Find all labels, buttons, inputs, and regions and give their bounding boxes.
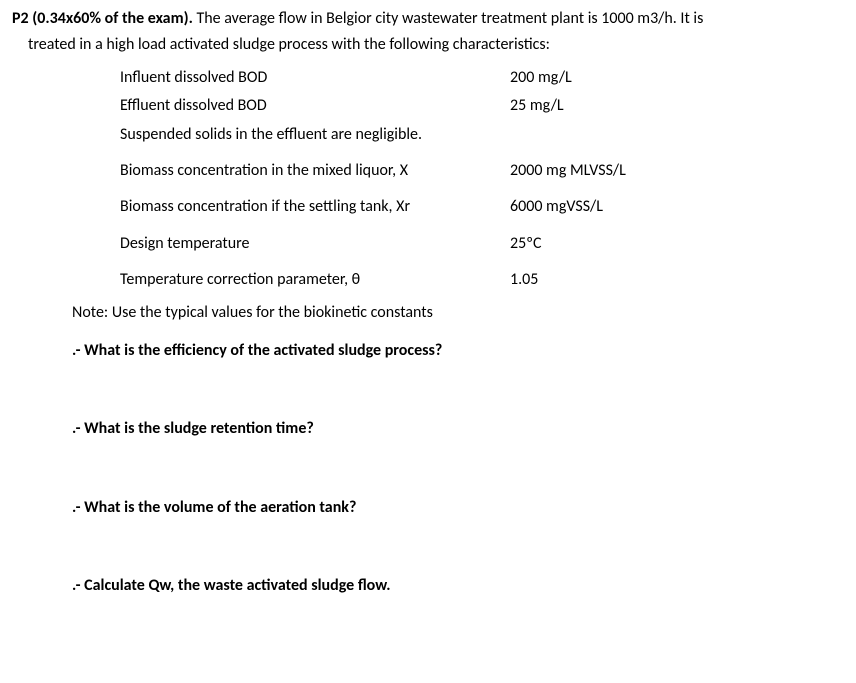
param-label: Influent dissolved BOD xyxy=(120,67,510,89)
problem-header: P2 (0.34x60% of the exam). The average f… xyxy=(12,8,836,30)
parameters-table: Influent dissolved BOD 200 mg/L Effluent… xyxy=(12,67,836,292)
param-label: Design temperature xyxy=(120,233,510,255)
problem-title: P2 (0.34x60% of the exam). xyxy=(12,9,193,28)
question-3: .- What is the volume of the aeration ta… xyxy=(12,497,836,519)
param-label: Suspended solids in the effluent are neg… xyxy=(120,124,510,146)
param-label: Biomass concentration if the settling ta… xyxy=(120,196,510,218)
param-value: 25ºC xyxy=(510,233,836,255)
param-row: Suspended solids in the effluent are neg… xyxy=(120,124,836,146)
param-row: Temperature correction parameter, θ 1.05 xyxy=(120,269,836,291)
param-value: 25 mg/L xyxy=(510,95,836,117)
param-label: Temperature correction parameter, θ xyxy=(120,269,510,291)
param-value: 200 mg/L xyxy=(510,67,836,89)
param-value: 2000 mg MLVSS/L xyxy=(510,160,836,182)
param-row: Biomass concentration if the settling ta… xyxy=(120,196,836,218)
problem-intro-line2: treated in a high load activated sludge … xyxy=(12,34,836,56)
param-value xyxy=(510,124,836,146)
param-row: Biomass concentration in the mixed liquo… xyxy=(120,160,836,182)
param-label: Effluent dissolved BOD xyxy=(120,95,510,117)
note-text: Note: Use the typical values for the bio… xyxy=(12,302,836,324)
question-2: .- What is the sludge retention time? xyxy=(12,418,836,440)
problem-intro-line1: The average flow in Belgior city wastewa… xyxy=(193,9,704,28)
param-label: Biomass concentration in the mixed liquo… xyxy=(120,160,510,182)
param-row: Design temperature 25ºC xyxy=(120,233,836,255)
question-4: .- Calculate Qw, the waste activated slu… xyxy=(12,575,836,597)
param-row: Influent dissolved BOD 200 mg/L xyxy=(120,67,836,89)
param-value: 1.05 xyxy=(510,269,836,291)
question-1: .- What is the efficiency of the activat… xyxy=(12,340,836,362)
param-row: Effluent dissolved BOD 25 mg/L xyxy=(120,95,836,117)
param-value: 6000 mgVSS/L xyxy=(510,196,836,218)
